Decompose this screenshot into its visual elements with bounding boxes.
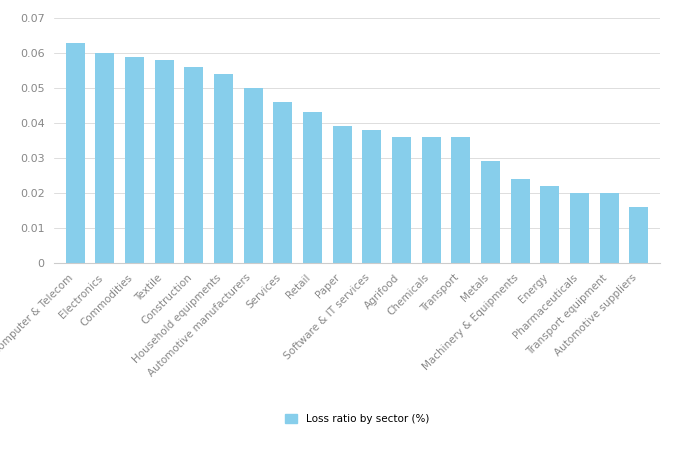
Bar xyxy=(392,137,411,263)
Bar xyxy=(422,137,441,263)
Bar xyxy=(214,74,233,263)
Bar xyxy=(125,57,144,263)
Bar xyxy=(481,161,500,263)
Legend: Loss ratio by sector (%): Loss ratio by sector (%) xyxy=(281,410,433,428)
Bar xyxy=(629,207,649,263)
Bar xyxy=(600,193,619,263)
Bar xyxy=(154,60,174,263)
Bar xyxy=(362,130,381,263)
Bar xyxy=(570,193,589,263)
Bar xyxy=(184,67,203,263)
Bar xyxy=(65,43,85,263)
Bar xyxy=(540,186,560,263)
Bar xyxy=(95,53,114,263)
Bar xyxy=(333,126,352,263)
Bar xyxy=(273,102,292,263)
Bar xyxy=(303,112,322,263)
Bar xyxy=(452,137,471,263)
Bar xyxy=(243,88,262,263)
Bar xyxy=(511,179,530,263)
